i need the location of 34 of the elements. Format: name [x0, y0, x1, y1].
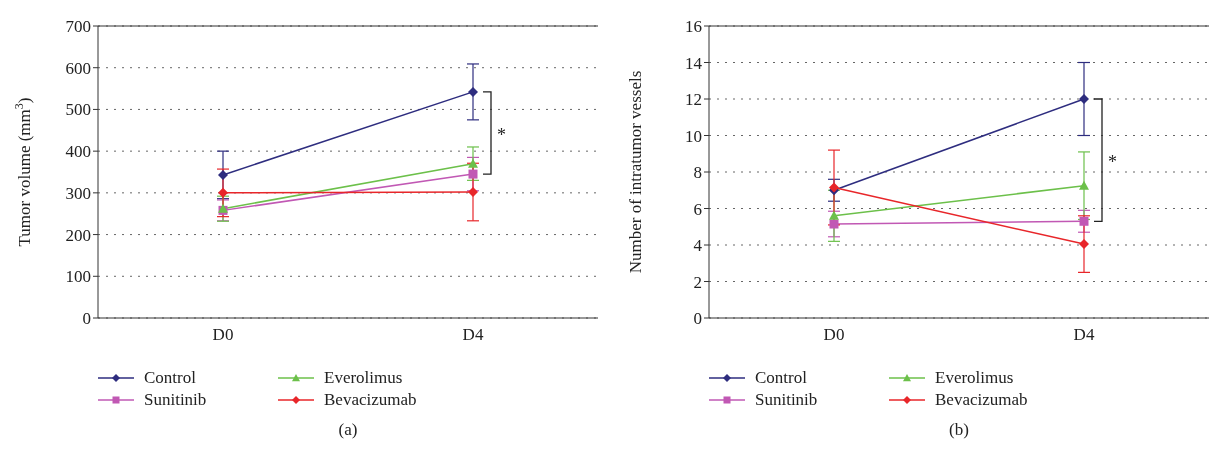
- legend-label: Control: [755, 368, 807, 388]
- y-axis-title: Number of intratumor vessels: [626, 70, 645, 274]
- y-tick-label: 2: [693, 272, 702, 292]
- legend-label: Everolimus: [324, 368, 403, 388]
- y-tick-label: 14: [685, 53, 703, 73]
- legend-label: Control: [144, 368, 196, 388]
- y-tick-label: 0: [693, 309, 702, 329]
- annotation: *: [497, 125, 506, 145]
- y-tick-label: 700: [65, 17, 91, 37]
- legend-label: Bevacizumab: [935, 390, 1028, 410]
- y-tick-label: 8: [693, 163, 702, 183]
- legend-label: Sunitinib: [755, 390, 818, 410]
- x-tick-label: D0: [212, 325, 234, 345]
- y-tick-label: 16: [685, 17, 702, 37]
- y-tick-label: 0: [82, 309, 91, 329]
- text: (a): [337, 420, 359, 440]
- legend-label: Everolimus: [935, 368, 1014, 388]
- x-tick-label: D4: [462, 325, 484, 345]
- text: (b): [948, 420, 970, 440]
- y-tick-label: 100: [65, 267, 91, 287]
- y-tick-label: 600: [65, 58, 91, 78]
- y-tick-label: 4: [693, 236, 703, 256]
- annotation: *: [1108, 152, 1117, 173]
- y-tick-label: 200: [65, 225, 91, 245]
- x-tick-label: D0: [823, 325, 845, 345]
- y-tick-label: 400: [65, 142, 91, 162]
- y-tick-label: 12: [685, 90, 702, 110]
- y-tick-label: 6: [693, 199, 702, 219]
- y-tick-label: 10: [685, 126, 702, 146]
- legend-label: Sunitinib: [144, 390, 207, 410]
- y-tick-label: 300: [65, 183, 91, 203]
- x-tick-label: D4: [1073, 325, 1095, 345]
- legend-label: Bevacizumab: [324, 390, 417, 410]
- y-tick-label: 500: [65, 100, 91, 120]
